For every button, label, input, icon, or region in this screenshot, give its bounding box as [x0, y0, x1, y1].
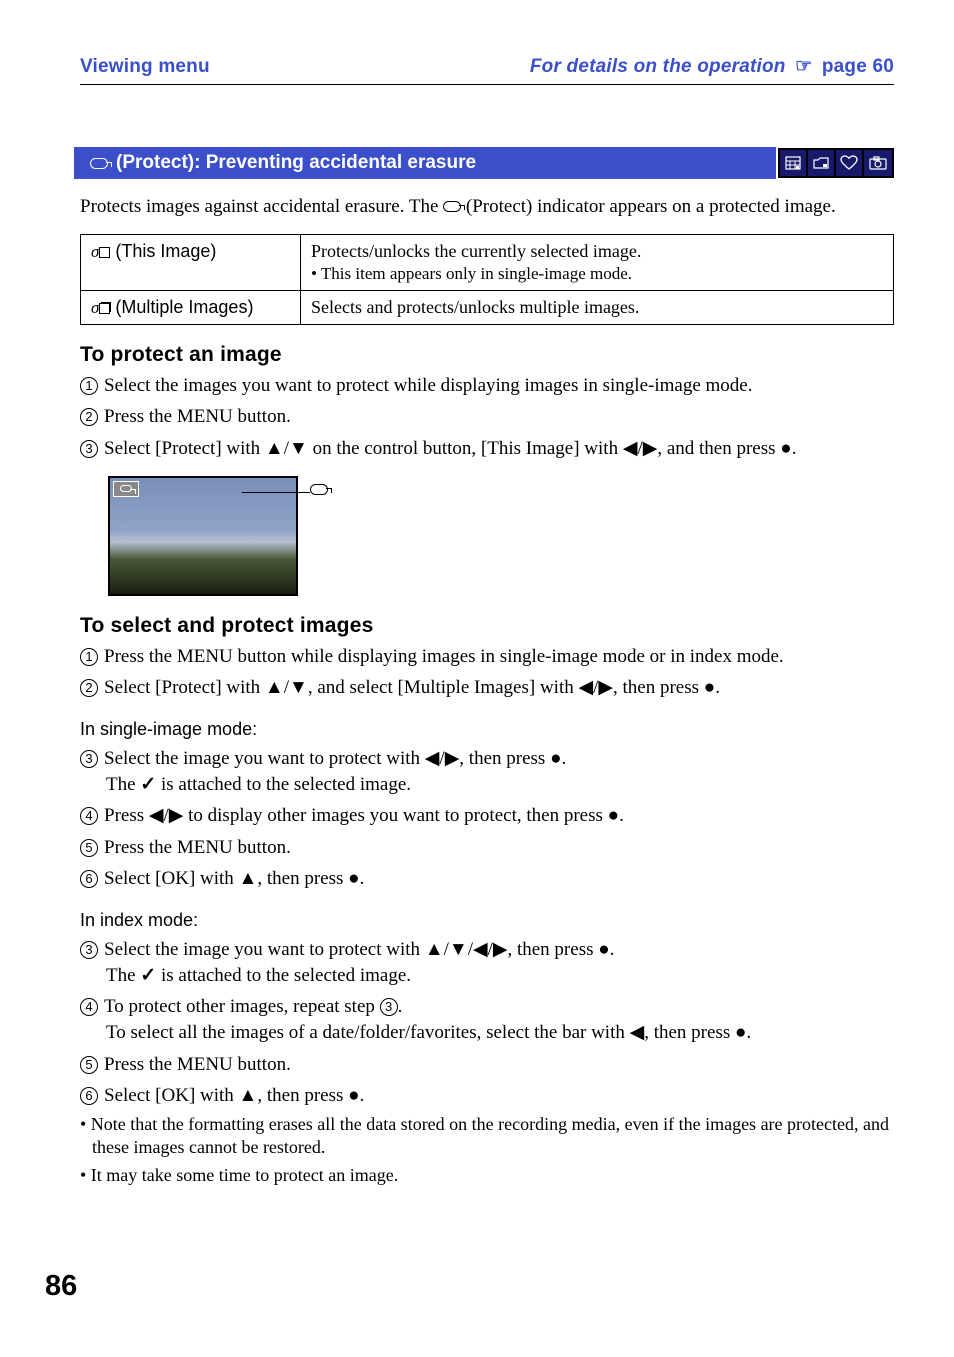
note: • Note that the formatting erases all th…: [80, 1113, 894, 1160]
table-row: σ (This Image) Protects/unlocks the curr…: [81, 234, 894, 290]
opt-multiple-images-desc: Selects and protects/unlocks multiple im…: [301, 290, 894, 324]
mode-icon-favorite: [836, 150, 864, 176]
mode-icon-camera: [864, 150, 892, 176]
step: 3Select the image you want to protect wi…: [80, 746, 894, 797]
step-num: 3: [80, 941, 98, 959]
step: 1Press the MENU button while displaying …: [80, 644, 894, 670]
intro-paragraph: Protects images against accidental erasu…: [80, 195, 894, 220]
thumbnail-image: [108, 476, 298, 596]
step: 2Press the MENU button.: [80, 404, 894, 430]
step-num: 2: [80, 408, 98, 426]
this-image-icon: σ: [91, 242, 110, 262]
protect-icon-callout: [310, 484, 328, 495]
step-num: 4: [80, 998, 98, 1016]
header-crossref: For details on the operation ☞ page 60: [530, 55, 894, 78]
section-title-bar: (Protect): Preventing accidental erasure: [80, 147, 894, 179]
step: 5Press the MENU button.: [80, 1052, 894, 1078]
step-num: 2: [80, 679, 98, 697]
pointer-icon: ☞: [795, 55, 812, 78]
step-num: 1: [80, 377, 98, 395]
step-num: 3: [80, 750, 98, 768]
callout: [310, 482, 328, 500]
protect-icon-inline: [443, 201, 461, 212]
checkmark-icon: ✓: [140, 774, 156, 795]
heading-select-protect: To select and protect images: [80, 614, 894, 638]
header-section-name: Viewing menu: [80, 56, 210, 78]
step: 3Select [Protect] with ▲/▼ on the contro…: [80, 436, 894, 462]
step-num: 5: [80, 839, 98, 857]
step: 4To protect other images, repeat step 3.…: [80, 994, 894, 1045]
index-mode-label: In index mode:: [80, 910, 894, 931]
step-num: 6: [80, 870, 98, 888]
step-num: 1: [80, 648, 98, 666]
note: • It may take some time to protect an im…: [80, 1164, 894, 1187]
thumbnail-protect-badge: [113, 481, 139, 497]
section-title: (Protect): Preventing accidental erasure: [116, 152, 476, 174]
step: 2Select [Protect] with ▲/▼, and select […: [80, 675, 894, 701]
opt-multiple-images-label: σ (Multiple Images): [81, 290, 301, 324]
crossref-text: For details on the operation: [530, 56, 786, 77]
checkmark-icon: ✓: [140, 965, 156, 986]
page-number: 86: [45, 1270, 77, 1303]
step: 4Press ◀/▶ to display other images you w…: [80, 803, 894, 829]
step-num: 4: [80, 807, 98, 825]
intro-text-1: Protects images against accidental erasu…: [80, 196, 443, 217]
protect-icon: [90, 158, 108, 169]
options-table: σ (This Image) Protects/unlocks the curr…: [80, 234, 894, 325]
step: 6Select [OK] with ▲, then press ●.: [80, 866, 894, 892]
step: 3Select the image you want to protect wi…: [80, 937, 894, 988]
step: 1Select the images you want to protect w…: [80, 373, 894, 399]
opt-this-image-label: σ (This Image): [81, 234, 301, 290]
mode-icon-date: [780, 150, 808, 176]
header-divider: [80, 84, 894, 85]
mode-icon-folder: [808, 150, 836, 176]
opt-this-image-desc: Protects/unlocks the currently selected …: [301, 234, 894, 290]
page-header: Viewing menu For details on the operatio…: [80, 55, 894, 78]
table-row: σ (Multiple Images) Selects and protects…: [81, 290, 894, 324]
intro-text-2: (Protect) indicator appears on a protect…: [461, 196, 836, 217]
step-num: 5: [80, 1056, 98, 1074]
multiple-images-icon: σ: [91, 298, 110, 318]
example-thumbnail: [108, 476, 894, 596]
heading-protect-image: To protect an image: [80, 343, 894, 367]
inline-step-ref: 3: [380, 998, 398, 1016]
step-num: 3: [80, 440, 98, 458]
single-mode-label: In single-image mode:: [80, 719, 894, 740]
step-num: 6: [80, 1087, 98, 1105]
mode-icons-group: [778, 148, 894, 178]
crossref-page: page 60: [822, 56, 894, 77]
step: 5Press the MENU button.: [80, 835, 894, 861]
step: 6Select [OK] with ▲, then press ●.: [80, 1083, 894, 1109]
